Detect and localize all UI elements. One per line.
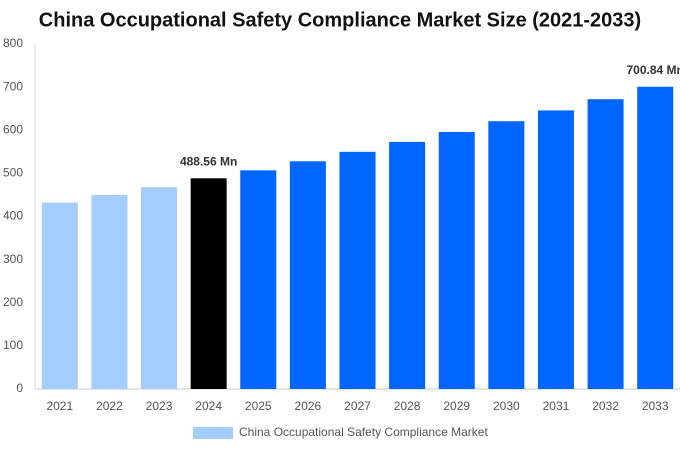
bar	[41, 202, 78, 389]
bar	[339, 151, 376, 389]
bar	[537, 110, 574, 389]
x-tick-label: 2033	[642, 399, 669, 413]
bar	[438, 131, 475, 389]
bar	[488, 121, 525, 389]
x-tick-label: 2024	[195, 399, 222, 413]
legend-swatch	[193, 427, 233, 439]
bar	[637, 86, 674, 389]
y-tick-label: 200	[3, 295, 23, 309]
value-label: 700.84 Mn	[627, 63, 680, 77]
x-tick-label: 2028	[394, 399, 421, 413]
y-tick-label: 300	[3, 252, 23, 266]
x-tick-label: 2032	[592, 399, 619, 413]
x-tick-label: 2029	[443, 399, 470, 413]
bar	[190, 178, 227, 389]
value-label: 488.56 Mn	[180, 154, 237, 168]
x-tick-label: 2027	[344, 399, 371, 413]
y-tick-label: 700	[3, 79, 23, 93]
x-tick-label: 2023	[146, 399, 173, 413]
x-tick-label: 2022	[96, 399, 123, 413]
legend-label: China Occupational Safety Compliance Mar…	[239, 425, 488, 439]
y-tick-label: 600	[3, 122, 23, 136]
bar	[141, 187, 178, 389]
bar	[91, 194, 128, 389]
y-tick-label: 800	[3, 36, 23, 50]
bar	[587, 99, 624, 389]
y-tick-label: 0	[16, 381, 23, 395]
y-tick-label: 400	[3, 209, 23, 223]
chart-title: China Occupational Safety Compliance Mar…	[39, 9, 641, 31]
x-tick-label: 2021	[46, 399, 73, 413]
x-tick-label: 2026	[295, 399, 322, 413]
bar	[289, 161, 326, 389]
x-tick-label: 2025	[245, 399, 272, 413]
y-tick-label: 500	[3, 166, 23, 180]
bar	[240, 170, 277, 389]
y-tick-label: 100	[3, 338, 23, 352]
x-tick-label: 2030	[493, 399, 520, 413]
x-tick-label: 2031	[543, 399, 570, 413]
bar	[389, 141, 426, 389]
